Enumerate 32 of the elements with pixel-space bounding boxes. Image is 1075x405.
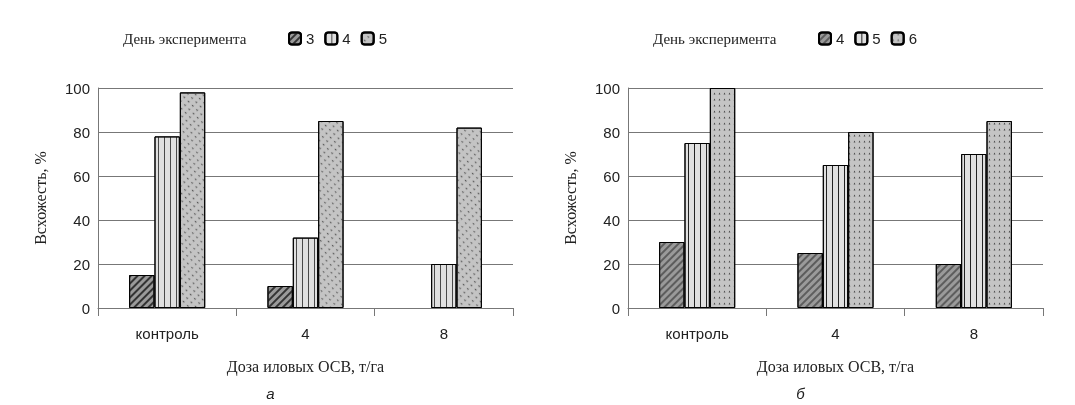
x-tick-label: контроль bbox=[665, 325, 729, 342]
x-axis-title: Доза иловых ОСВ, т/га bbox=[226, 357, 385, 376]
x-axis-title: Доза иловых ОСВ, т/га bbox=[756, 357, 915, 376]
y-tick-label: 60 bbox=[73, 167, 90, 185]
legend-label: 5 bbox=[378, 30, 388, 47]
y-tick-label: 80 bbox=[603, 123, 620, 141]
y-tick-label: 0 bbox=[81, 299, 90, 317]
y-axis-title: Всхожесть, % bbox=[31, 151, 49, 245]
x-tick-label: 8 bbox=[439, 325, 449, 342]
legend-label: 3 bbox=[306, 30, 315, 47]
legend-label: 6 bbox=[908, 30, 918, 47]
legend-label: 5 bbox=[872, 30, 881, 47]
legend-label: 4 bbox=[836, 30, 845, 47]
y-tick-label: 100 bbox=[64, 79, 90, 97]
y-tick-label: 60 bbox=[603, 167, 620, 185]
x-tick-label: 4 bbox=[301, 325, 310, 342]
legend-title: День эксперимента bbox=[653, 30, 777, 47]
y-tick-label: 80 bbox=[73, 123, 90, 141]
legend-label: 4 bbox=[342, 30, 351, 47]
legend-title: День эксперимента bbox=[123, 30, 247, 47]
x-tick-label: 4 bbox=[831, 325, 840, 342]
x-tick-label: 8 bbox=[969, 325, 979, 342]
y-tick-label: 40 bbox=[73, 211, 90, 229]
y-tick-label: 0 bbox=[611, 299, 620, 317]
y-tick-label: 20 bbox=[603, 255, 620, 273]
text: а bbox=[266, 385, 275, 402]
text: б bbox=[796, 385, 806, 402]
y-tick-label: 40 bbox=[603, 211, 620, 229]
y-tick-label: 20 bbox=[73, 255, 90, 273]
x-tick-label: контроль bbox=[135, 325, 199, 342]
y-tick-label: 100 bbox=[594, 79, 620, 97]
y-axis-title: Всхожесть, % bbox=[561, 151, 579, 245]
